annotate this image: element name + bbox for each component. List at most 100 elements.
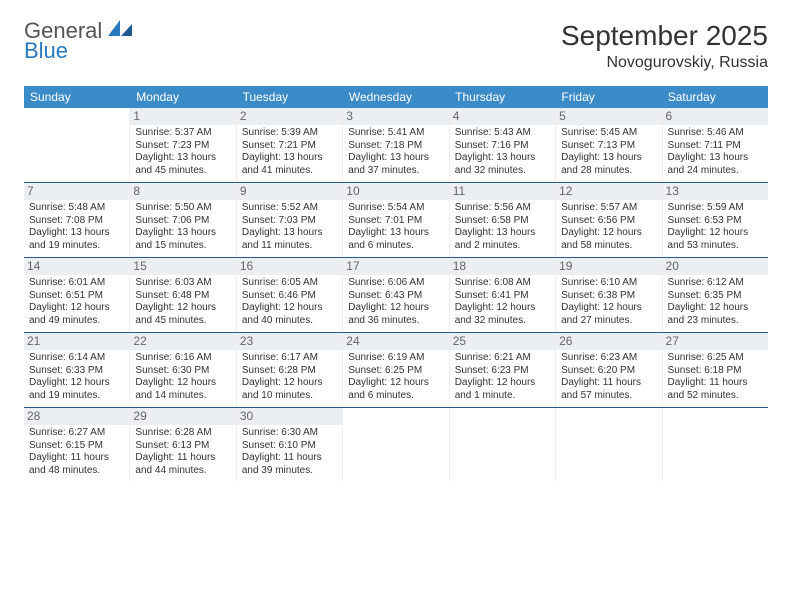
day-cell: 10Sunrise: 5:54 AMSunset: 7:01 PMDayligh…	[343, 183, 449, 257]
weeks-container: 1Sunrise: 5:37 AMSunset: 7:23 PMDaylight…	[24, 108, 768, 482]
sunrise-text: Sunrise: 5:50 AM	[135, 202, 230, 215]
sunset-text: Sunset: 7:16 PM	[455, 140, 550, 153]
daylight-text: Daylight: 11 hours and 39 minutes.	[242, 452, 337, 477]
day-number: 4	[450, 108, 555, 125]
day-cell	[556, 408, 662, 482]
day-cell: 24Sunrise: 6:19 AMSunset: 6:25 PMDayligh…	[343, 333, 449, 407]
weekday-wed: Wednesday	[343, 86, 449, 108]
day-cell	[343, 408, 449, 482]
daylight-text: Daylight: 13 hours and 19 minutes.	[29, 227, 124, 252]
daylight-text: Daylight: 12 hours and 53 minutes.	[668, 227, 763, 252]
daylight-text: Daylight: 12 hours and 1 minute.	[455, 377, 550, 402]
sunset-text: Sunset: 6:51 PM	[29, 290, 124, 303]
sunrise-text: Sunrise: 6:21 AM	[455, 352, 550, 365]
day-number: 18	[450, 258, 555, 275]
sunrise-text: Sunrise: 6:23 AM	[561, 352, 656, 365]
weekday-mon: Monday	[130, 86, 236, 108]
day-cell: 20Sunrise: 6:12 AMSunset: 6:35 PMDayligh…	[663, 258, 768, 332]
day-number: 9	[237, 183, 342, 200]
sunrise-text: Sunrise: 6:17 AM	[242, 352, 337, 365]
daylight-text: Daylight: 12 hours and 45 minutes.	[135, 302, 230, 327]
day-cell: 21Sunrise: 6:14 AMSunset: 6:33 PMDayligh…	[24, 333, 130, 407]
day-number: 14	[24, 258, 129, 275]
sunrise-text: Sunrise: 5:59 AM	[668, 202, 763, 215]
daylight-text: Daylight: 13 hours and 15 minutes.	[135, 227, 230, 252]
sunset-text: Sunset: 7:03 PM	[242, 215, 337, 228]
day-number: 5	[556, 108, 661, 125]
daylight-text: Daylight: 12 hours and 36 minutes.	[348, 302, 443, 327]
day-cell: 7Sunrise: 5:48 AMSunset: 7:08 PMDaylight…	[24, 183, 130, 257]
daylight-text: Daylight: 13 hours and 28 minutes.	[561, 152, 656, 177]
week-row: 28Sunrise: 6:27 AMSunset: 6:15 PMDayligh…	[24, 408, 768, 482]
daylight-text: Daylight: 13 hours and 32 minutes.	[455, 152, 550, 177]
day-number: 24	[343, 333, 448, 350]
daylight-text: Daylight: 13 hours and 41 minutes.	[242, 152, 337, 177]
sunset-text: Sunset: 6:53 PM	[668, 215, 763, 228]
day-cell: 22Sunrise: 6:16 AMSunset: 6:30 PMDayligh…	[130, 333, 236, 407]
header: General Blue September 2025 Novogurovski…	[24, 20, 768, 72]
daylight-text: Daylight: 13 hours and 37 minutes.	[348, 152, 443, 177]
daylight-text: Daylight: 12 hours and 32 minutes.	[455, 302, 550, 327]
day-number: 8	[130, 183, 235, 200]
day-cell: 15Sunrise: 6:03 AMSunset: 6:48 PMDayligh…	[130, 258, 236, 332]
day-cell: 19Sunrise: 6:10 AMSunset: 6:38 PMDayligh…	[556, 258, 662, 332]
day-number: 7	[24, 183, 129, 200]
sunset-text: Sunset: 7:06 PM	[135, 215, 230, 228]
title-block: September 2025 Novogurovskiy, Russia	[561, 20, 768, 72]
day-cell: 9Sunrise: 5:52 AMSunset: 7:03 PMDaylight…	[237, 183, 343, 257]
sunrise-text: Sunrise: 6:10 AM	[561, 277, 656, 290]
sunrise-text: Sunrise: 5:52 AM	[242, 202, 337, 215]
day-cell: 11Sunrise: 5:56 AMSunset: 6:58 PMDayligh…	[450, 183, 556, 257]
day-cell: 14Sunrise: 6:01 AMSunset: 6:51 PMDayligh…	[24, 258, 130, 332]
day-cell: 12Sunrise: 5:57 AMSunset: 6:56 PMDayligh…	[556, 183, 662, 257]
weekday-fri: Friday	[555, 86, 661, 108]
day-number: 3	[343, 108, 448, 125]
sunrise-text: Sunrise: 6:08 AM	[455, 277, 550, 290]
day-cell: 23Sunrise: 6:17 AMSunset: 6:28 PMDayligh…	[237, 333, 343, 407]
daylight-text: Daylight: 13 hours and 2 minutes.	[455, 227, 550, 252]
sunset-text: Sunset: 6:41 PM	[455, 290, 550, 303]
sunset-text: Sunset: 6:15 PM	[29, 440, 124, 453]
day-number: 1	[130, 108, 235, 125]
day-cell: 27Sunrise: 6:25 AMSunset: 6:18 PMDayligh…	[663, 333, 768, 407]
sunset-text: Sunset: 7:23 PM	[135, 140, 230, 153]
sunrise-text: Sunrise: 6:25 AM	[668, 352, 763, 365]
day-number: 17	[343, 258, 448, 275]
day-number: 2	[237, 108, 342, 125]
week-row: 1Sunrise: 5:37 AMSunset: 7:23 PMDaylight…	[24, 108, 768, 183]
day-cell: 18 Sunrise: 6:08 AMSunset: 6:41 PMDayligh…	[450, 258, 556, 332]
sunset-text: Sunset: 6:10 PM	[242, 440, 337, 453]
sunrise-text: Sunrise: 5:41 AM	[348, 127, 443, 140]
sunrise-text: Sunrise: 6:28 AM	[135, 427, 230, 440]
daylight-text: Daylight: 13 hours and 6 minutes.	[348, 227, 443, 252]
day-number: 21	[24, 333, 129, 350]
sunrise-text: Sunrise: 6:06 AM	[348, 277, 443, 290]
weekday-thu: Thursday	[449, 86, 555, 108]
day-cell: 16Sunrise: 6:05 AMSunset: 6:46 PMDayligh…	[237, 258, 343, 332]
day-cell: 26Sunrise: 6:23 AMSunset: 6:20 PMDayligh…	[556, 333, 662, 407]
sunset-text: Sunset: 6:58 PM	[455, 215, 550, 228]
sunrise-text: Sunrise: 5:39 AM	[242, 127, 337, 140]
sunset-text: Sunset: 6:13 PM	[135, 440, 230, 453]
sunrise-text: Sunrise: 5:56 AM	[455, 202, 550, 215]
sunset-text: Sunset: 6:38 PM	[561, 290, 656, 303]
day-cell: 2Sunrise: 5:39 AMSunset: 7:21 PMDaylight…	[237, 108, 343, 182]
sunrise-text: Sunrise: 6:12 AM	[668, 277, 763, 290]
day-number: 10	[343, 183, 448, 200]
logo: General Blue	[24, 20, 132, 61]
day-cell: 30Sunrise: 6:30 AMSunset: 6:10 PMDayligh…	[237, 408, 343, 482]
logo-line2: Blue	[24, 38, 68, 63]
sunset-text: Sunset: 7:08 PM	[29, 215, 124, 228]
sunrise-text: Sunrise: 6:19 AM	[348, 352, 443, 365]
daylight-text: Daylight: 11 hours and 52 minutes.	[668, 377, 763, 402]
day-number: 30	[237, 408, 342, 425]
sunrise-text: Sunrise: 6:14 AM	[29, 352, 124, 365]
sunrise-text: Sunrise: 5:43 AM	[455, 127, 550, 140]
weekday-sat: Saturday	[662, 86, 768, 108]
day-cell	[24, 108, 130, 182]
sunrise-text: Sunrise: 5:46 AM	[668, 127, 763, 140]
day-number: 16	[237, 258, 342, 275]
day-number: 12	[556, 183, 661, 200]
sunset-text: Sunset: 6:35 PM	[668, 290, 763, 303]
day-cell: 28Sunrise: 6:27 AMSunset: 6:15 PMDayligh…	[24, 408, 130, 482]
